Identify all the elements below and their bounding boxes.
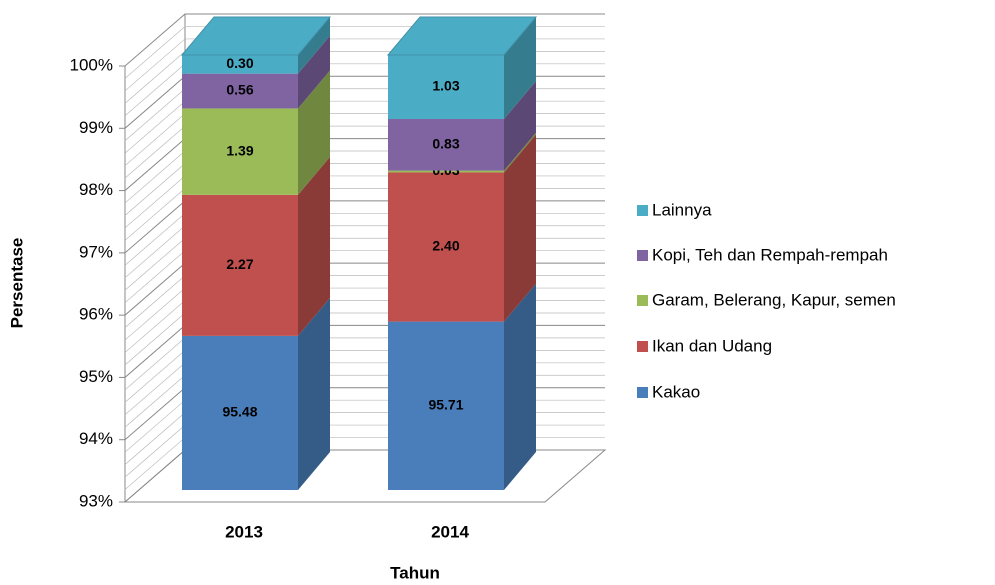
y-tick-label: 99% [79,118,113,137]
legend-swatch [637,341,648,352]
bar-segment [182,55,298,74]
y-tick-label: 95% [79,367,113,386]
bar-segment [182,335,298,490]
y-tick-label: 100% [70,55,113,74]
legend-swatch [637,295,648,306]
bar-segment [182,108,298,195]
bar-side [298,156,330,336]
data-label: 1.03 [432,78,459,94]
legend-label: Ikan dan Udang [652,336,772,355]
legend-swatch [637,387,648,398]
bar-segment [388,119,504,171]
x-tick-label: 2013 [225,522,263,541]
legend-label: Kakao [652,382,700,401]
data-label: 1.39 [226,142,253,158]
bar-side [504,132,536,173]
legend-swatch [637,205,648,216]
legend-label: Lainnya [652,200,712,219]
bar-side [504,283,536,490]
x-axis-title: Tahun [390,563,440,582]
bar-segment [388,170,504,173]
bar-side [298,35,330,109]
bar-segment [388,172,504,322]
bar-segment [388,55,504,120]
bar-segment [388,321,504,490]
bar-side [504,17,536,120]
bar-side [298,70,330,195]
y-tick-label: 94% [79,429,113,448]
data-label: 2.40 [432,238,459,254]
legend-label: Kopi, Teh dan Rempah-rempah [652,245,888,264]
bar-side [298,17,330,74]
bar-segment [182,73,298,109]
y-tick-label: 98% [79,180,113,199]
bar-segment [182,194,298,336]
grid-line [124,13,605,67]
bar-top [180,16,332,56]
y-tick-label: 96% [79,305,113,324]
y-axis-title: Persentase [7,238,26,329]
x-tick-label: 2014 [431,522,469,541]
bar-side [504,134,536,322]
bar-side [298,297,330,490]
y-tick-label: 93% [79,491,113,510]
data-label: 0.56 [226,82,253,98]
legend-label: Garam, Belerang, Kapur, semen [652,290,896,309]
data-label: 0.30 [226,55,253,71]
data-label: 95.48 [222,404,257,420]
legend-swatch [637,250,648,261]
data-label: 95.71 [428,396,463,412]
bar-side [504,81,536,171]
y-tick-label: 97% [79,242,113,261]
data-label: 2.27 [226,256,253,272]
data-label: 0.83 [432,135,459,151]
bar-top [386,16,538,56]
